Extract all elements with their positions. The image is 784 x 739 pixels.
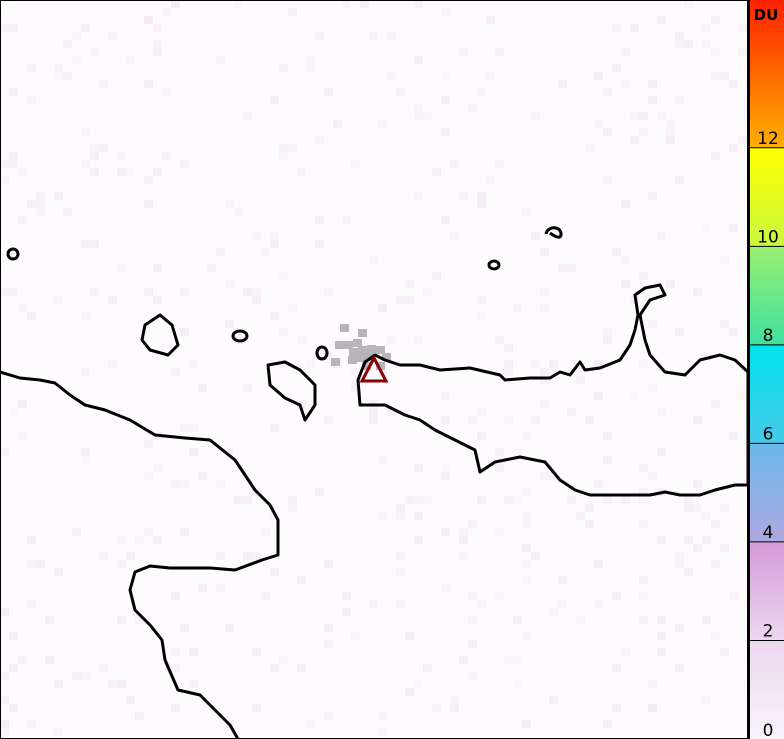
coastline-islet [231,329,249,343]
coastlines [0,226,748,739]
coastline-islet [544,226,563,239]
coastline-islet [6,247,20,261]
coastline-west-landmass [0,370,280,739]
colorbar-tick-label: 2 [763,621,774,641]
colorbar-tick-label: 12 [757,129,779,149]
coastline-island-center [266,360,317,422]
colorbar-gradient [748,0,784,739]
map-background [0,0,748,739]
colorbar-tick-label: 4 [763,523,774,543]
so2-map [0,0,748,739]
colorbar: 0 2 4 6 8 10 12 DU [748,0,784,739]
colorbar-tick-label: 6 [763,424,774,444]
coastline-islet [487,259,501,271]
coastline-east-island [356,283,748,497]
colorbar-tick-label: 8 [763,326,774,346]
colorbar-tick-label: 0 [763,721,774,739]
volcano-triangle-icon [359,354,389,383]
coastline-islet [315,345,329,361]
colorbar-tick-label: 10 [757,227,779,247]
colorbar-unit-label: DU [754,6,779,24]
coastline-island-west [140,313,180,357]
